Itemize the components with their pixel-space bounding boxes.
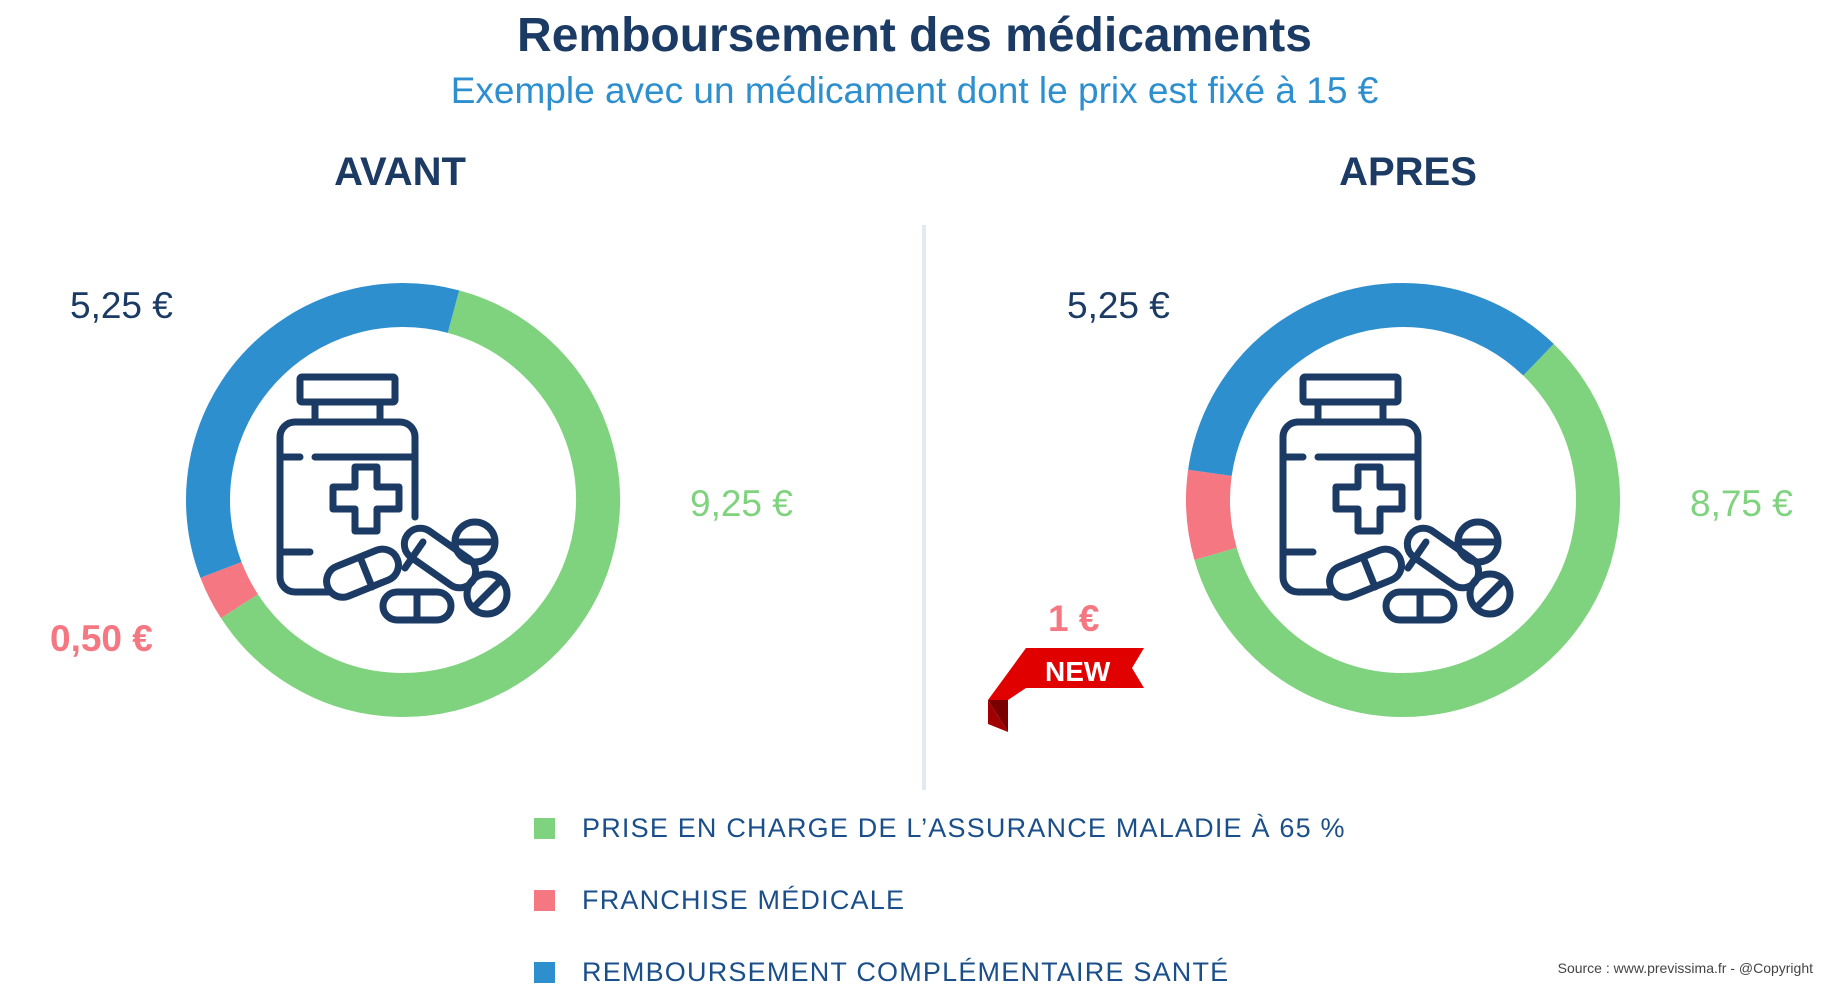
donut-avant <box>186 283 620 717</box>
chart-title: Remboursement des médicaments <box>517 9 1312 62</box>
legend-swatch-red <box>534 890 555 911</box>
new-ribbon-icon <box>988 648 1144 732</box>
legend-item-assurance: PRISE EN CHARGE DE L’ASSURANCE MALADIE À… <box>530 808 1430 848</box>
donut-apres <box>1186 283 1620 717</box>
apres-assurance-label: 8,75 € <box>1690 483 1793 524</box>
slice-complementaire-avant <box>186 283 460 578</box>
slice-franchise-avant <box>200 561 259 619</box>
source-credit: Source : www.previssima.fr - @Copyright <box>1557 960 1813 976</box>
avant-assurance-label: 9,25 € <box>690 483 793 524</box>
new-badge-label: NEW <box>1045 656 1111 687</box>
avant-complementaire-label: 5,25 € <box>70 285 173 326</box>
panel-title-avant: AVANT <box>334 150 466 194</box>
legend-label-assurance: PRISE EN CHARGE DE L’ASSURANCE MALADIE À… <box>582 813 1346 843</box>
chart-subtitle: Exemple avec un médicament dont le prix … <box>450 70 1379 111</box>
apres-complementaire-label: 5,25 € <box>1067 285 1170 326</box>
slice-complementaire-apres <box>1188 283 1554 477</box>
legend-item-franchise: FRANCHISE MÉDICALE <box>530 880 1430 920</box>
apres-franchise-label: 1 € <box>1048 598 1100 639</box>
slice-franchise-apres <box>1186 469 1237 560</box>
legend-swatch-green <box>534 818 555 839</box>
pills-icon <box>1279 373 1514 624</box>
legend-label-franchise: FRANCHISE MÉDICALE <box>582 885 906 915</box>
panel-title-apres: APRES <box>1339 150 1477 194</box>
legend-label-complementaire: REMBOURSEMENT COMPLÉMENTAIRE SANTÉ <box>582 957 1230 987</box>
slice-assurance-avant <box>221 290 620 717</box>
panel-divider <box>922 225 926 790</box>
slice-assurance-apres <box>1194 343 1620 717</box>
legend-swatch-blue <box>534 962 555 983</box>
medicine-bottle-icon <box>276 373 511 624</box>
avant-franchise-label: 0,50 € <box>50 618 153 659</box>
legend-item-complementaire: REMBOURSEMENT COMPLÉMENTAIRE SANTÉ <box>530 952 1430 992</box>
